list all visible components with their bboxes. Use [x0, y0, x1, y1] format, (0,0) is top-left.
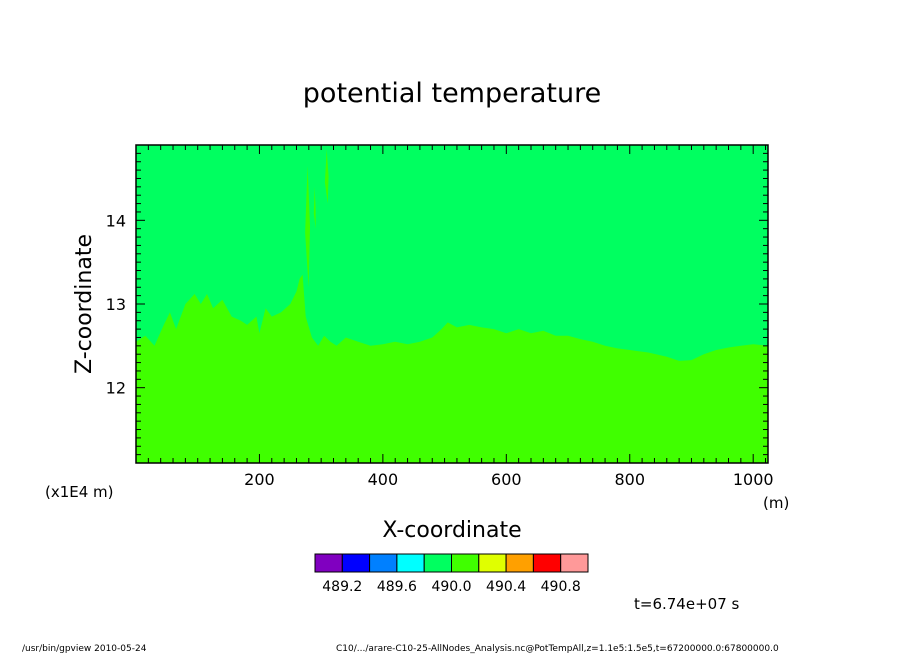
x-tick-label: 800 [614, 470, 645, 489]
y-tick-label: 13 [106, 295, 126, 314]
colorbar-cell [505, 553, 534, 573]
time-label: t=6.74e+07 s [634, 595, 740, 613]
x-tick-label: 400 [368, 470, 399, 489]
colorbar-label: 490.8 [541, 579, 581, 595]
axes: 200 400 600 800 1000 12 13 14 [106, 144, 774, 489]
x-axis-label: X-coordinate [382, 518, 521, 543]
colorbar-cell [369, 553, 398, 573]
plume-2 [313, 186, 316, 229]
plot-area [136, 145, 768, 463]
colorbar: 489.2 489.6 490.0 490.4 490.8 [314, 553, 589, 595]
y-axis-label: Z-coordinate [72, 234, 97, 374]
colorbar-label: 490.0 [431, 579, 471, 595]
y-tick-label: 12 [106, 379, 126, 398]
colorbar-cell [451, 553, 480, 573]
y-axis-unit: (x1E4 m) [45, 483, 114, 501]
colorbar-label: 490.4 [486, 579, 526, 595]
footer-right: C10/.../arare-C10-25-AllNodes_Analysis.n… [336, 644, 779, 654]
colorbar-cell [396, 553, 425, 573]
colorbar-cell [341, 553, 371, 573]
region-lower [136, 274, 768, 463]
colorbar-cell [560, 553, 589, 573]
chart-title: potential temperature [303, 78, 601, 109]
plume-3 [324, 149, 329, 204]
y-tick-label: 14 [106, 211, 126, 230]
x-tick-label: 600 [491, 470, 522, 489]
footer-left: /usr/bin/gpview 2010-05-24 [22, 644, 147, 654]
colorbar-cell [532, 553, 562, 573]
colorbar-cell [423, 553, 453, 573]
colorbar-label: 489.6 [377, 579, 417, 595]
colorbar-cell [314, 553, 343, 573]
colorbar-label: 489.2 [322, 579, 362, 595]
x-axis-unit: (m) [763, 494, 789, 512]
x-tick-label: 200 [244, 470, 275, 489]
plume-1 [305, 165, 310, 288]
x-tick-label: 1000 [733, 470, 774, 489]
colorbar-cell [478, 553, 507, 573]
